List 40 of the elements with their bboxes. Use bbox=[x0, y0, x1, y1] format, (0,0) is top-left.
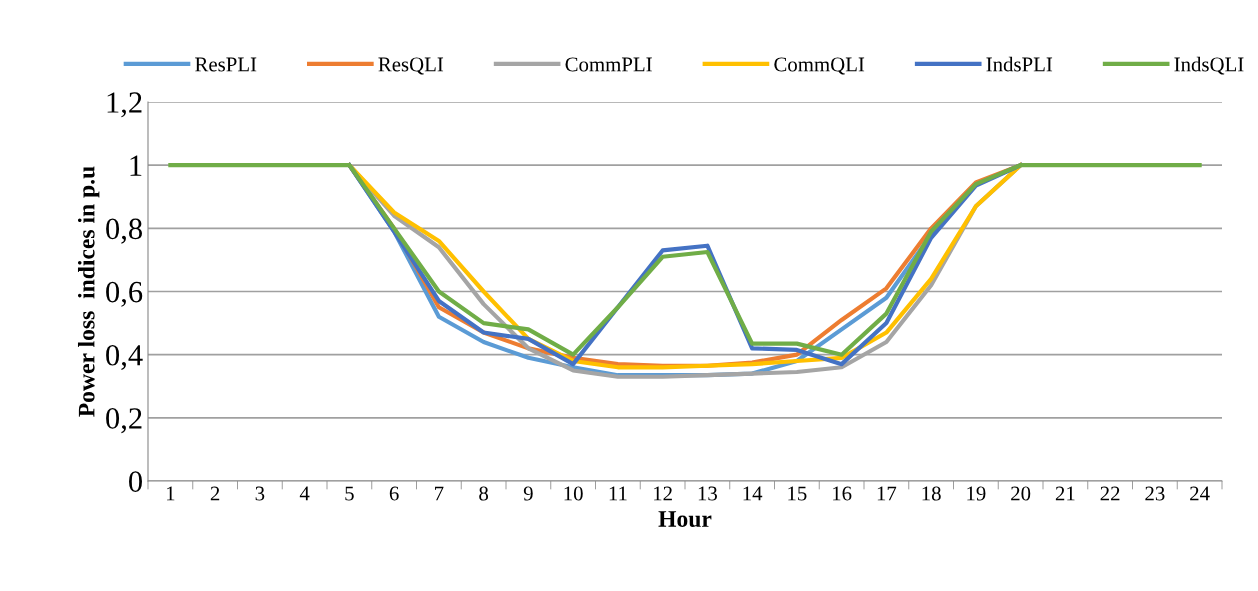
x-tick-label: 3 bbox=[255, 486, 265, 501]
x-tick-label: 10 bbox=[564, 486, 583, 501]
x-tick-label: 19 bbox=[967, 486, 986, 501]
y-axis-title: Power loss indices in p.u bbox=[77, 166, 100, 417]
x-tick-label: 1 bbox=[167, 486, 175, 501]
x-tick-label: 5 bbox=[345, 486, 354, 501]
legend-label: CommQLI bbox=[774, 57, 865, 75]
y-tick-label: 0,8 bbox=[106, 218, 142, 244]
y-tick-label: 1 bbox=[130, 155, 142, 176]
x-tick-label: 23 bbox=[1145, 486, 1165, 501]
x-tick-label: 6 bbox=[389, 486, 399, 501]
x-tick-label: 22 bbox=[1100, 486, 1120, 501]
x-tick-label: 13 bbox=[698, 486, 717, 501]
legend-label: IndsPLI bbox=[986, 56, 1053, 72]
x-tick-label: 17 bbox=[877, 486, 897, 501]
x-tick-label: 11 bbox=[609, 486, 627, 501]
y-tick-label: 0,6 bbox=[106, 281, 143, 307]
x-tick-label: 4 bbox=[299, 486, 310, 501]
x-tick-label: 20 bbox=[1011, 486, 1031, 501]
legend-label: IndsQLI bbox=[1174, 56, 1244, 75]
x-tick-label: 8 bbox=[479, 486, 489, 501]
x-tick-label: 2 bbox=[210, 486, 220, 501]
x-tick-label: 15 bbox=[788, 486, 807, 501]
x-tick-label: 14 bbox=[743, 486, 763, 501]
line-series bbox=[168, 163, 1202, 357]
y-tick-label: 0 bbox=[129, 471, 142, 492]
x-tick-label: 16 bbox=[833, 486, 852, 501]
x-tick-label: 12 bbox=[654, 486, 672, 501]
legend-label: ResQLI bbox=[378, 57, 444, 75]
x-tick-label: 21 bbox=[1055, 486, 1075, 501]
x-tick-label: 7 bbox=[435, 486, 444, 501]
x-axis-title: Hour bbox=[658, 511, 712, 527]
legend-label: ResPLI bbox=[195, 57, 257, 72]
x-tick-label: 18 bbox=[922, 486, 941, 501]
legend-label: CommPLI bbox=[565, 57, 652, 72]
y-tick-label: 0,4 bbox=[106, 344, 143, 370]
y-tick-label: 0,2 bbox=[106, 408, 142, 434]
x-tick-label: 24 bbox=[1190, 486, 1210, 501]
x-tick-label: 9 bbox=[523, 486, 533, 501]
y-tick-label: 1,2 bbox=[107, 92, 142, 118]
